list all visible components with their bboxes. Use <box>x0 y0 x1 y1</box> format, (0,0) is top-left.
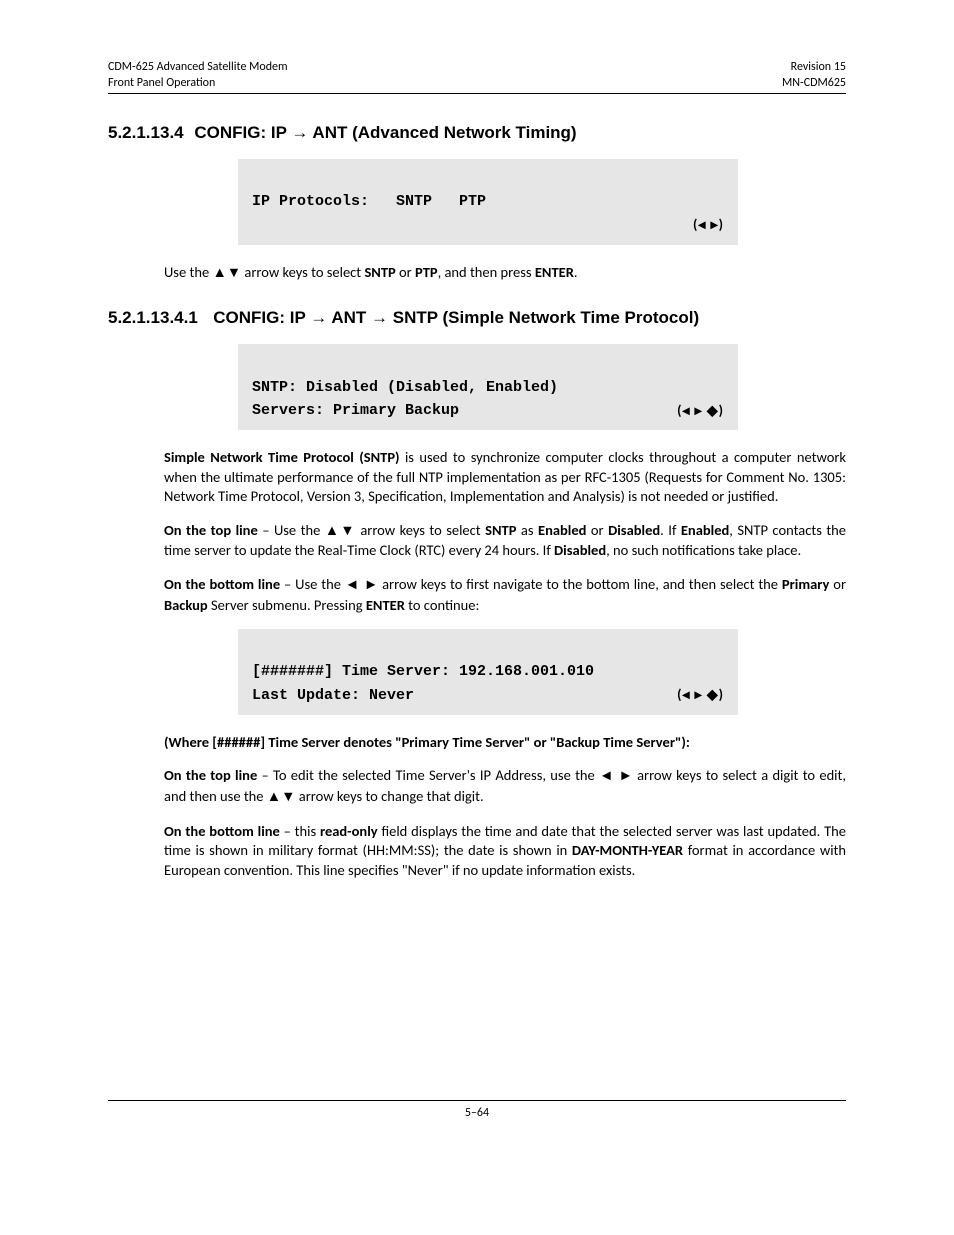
page-number: 5–64 <box>465 1106 489 1120</box>
header-product: CDM-625 Advanced Satellite Modem <box>108 60 288 76</box>
page-footer: 5–64 <box>108 1100 846 1121</box>
heading-text-suf: ANT (Advanced Network Timing) <box>308 123 576 142</box>
para-topline-2: On the top line – To edit the selected T… <box>164 766 846 807</box>
header-left: CDM-625 Advanced Satellite Modem Front P… <box>108 60 288 91</box>
leftright-arrows-icon: ◄ ► <box>599 768 633 784</box>
lcd-display-1: IP Protocols: SNTP PTP (◂ ▸) <box>238 159 738 245</box>
updown-arrows-icon: ▲▼ <box>267 789 296 805</box>
updown-arrows-icon: ▲▼ <box>212 265 241 281</box>
lcd-display-3: [#######] Time Server: 192.168.001.010 L… <box>238 629 738 715</box>
para-bottomline: On the bottom line – Use the ◄ ► arrow k… <box>164 575 846 615</box>
header-docid: MN-CDM625 <box>782 76 846 92</box>
nav-arrows-icon: (◂ ▸) <box>693 214 724 236</box>
para-sntp-desc: Simple Network Time Protocol (SNTP) is u… <box>164 448 846 507</box>
lcd-line: [#######] Time Server: 192.168.001.010 <box>252 663 594 680</box>
updown-arrows-icon: ▲▼ <box>325 523 356 539</box>
header-section: Front Panel Operation <box>108 76 288 92</box>
leftright-arrows-icon: ◄ ► <box>345 577 378 593</box>
arrow-icon: → <box>291 123 308 142</box>
header-right: Revision 15 MN-CDM625 <box>782 60 846 91</box>
lcd-display-2: SNTP: Disabled (Disabled, Enabled) Serve… <box>238 344 738 430</box>
section-number: 5.2.1.13.4 <box>108 123 184 142</box>
section-heading-1: 5.2.1.13.4 CONFIG: IP → ANT (Advanced Ne… <box>108 122 846 145</box>
arrow-icon: → <box>310 308 327 327</box>
heading-text-pre: CONFIG: IP <box>194 123 291 142</box>
section-heading-2: 5.2.1.13.4.1 CONFIG: IP → ANT → SNTP (Si… <box>108 307 846 330</box>
header-revision: Revision 15 <box>782 60 846 76</box>
arrow-icon: → <box>371 308 388 327</box>
lcd-line: SNTP: Disabled (Disabled, Enabled) <box>252 379 558 396</box>
section-number: 5.2.1.13.4.1 <box>108 308 198 327</box>
nav-arrows-icon: (◂ ▸ ◆) <box>677 400 724 422</box>
nav-arrows-icon: (◂ ▸ ◆) <box>677 684 724 706</box>
lcd-blank <box>252 214 261 237</box>
para-topline: On the top line – Use the ▲▼ arrow keys … <box>164 521 846 561</box>
para-where-note: (Where [######] Time Server denotes "Pri… <box>164 733 846 753</box>
lcd-line: Last Update: Never <box>252 684 414 707</box>
para-bottomline-2: On the bottom line – this read-only fiel… <box>164 822 846 881</box>
lcd-line: IP Protocols: SNTP PTP <box>252 193 486 210</box>
para-s1-1: Use the ▲▼ arrow keys to select SNTP or … <box>164 263 846 284</box>
lcd-line: Servers: Primary Backup <box>252 399 459 422</box>
page-header: CDM-625 Advanced Satellite Modem Front P… <box>108 60 846 94</box>
